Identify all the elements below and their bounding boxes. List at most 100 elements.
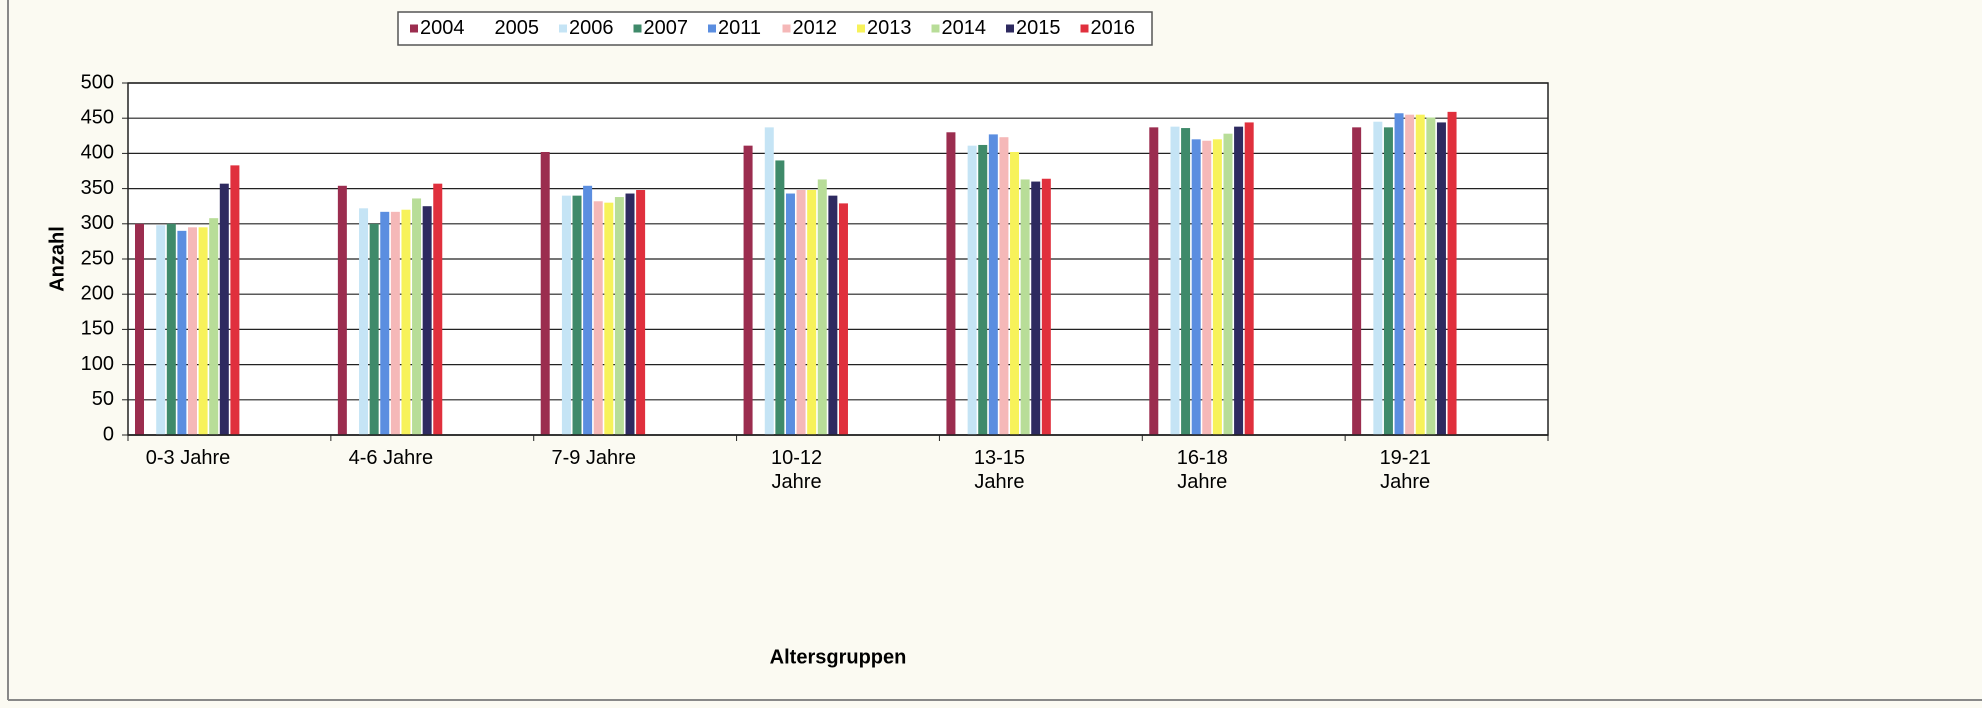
bar (1352, 127, 1362, 436)
bar (807, 190, 817, 435)
legend-label: 2005 (495, 17, 540, 39)
bar (775, 160, 785, 435)
y-tick-label: 350 (81, 177, 114, 199)
bar (380, 211, 390, 435)
bar (593, 201, 603, 435)
bar (1212, 139, 1222, 435)
bar (967, 145, 977, 435)
bar (1223, 133, 1233, 436)
legend-swatch (857, 24, 865, 33)
bar (561, 195, 571, 435)
bar (412, 198, 422, 435)
bar (625, 193, 635, 435)
x-tick-label: 4-6 Jahre (348, 447, 434, 469)
bar (1170, 126, 1180, 435)
bar (540, 151, 550, 435)
legend-label: 2016 (1091, 17, 1136, 39)
bar (422, 206, 432, 435)
y-tick-label: 250 (81, 247, 114, 269)
legend-label: 2015 (1016, 17, 1061, 39)
bar (817, 179, 827, 435)
bar (1394, 113, 1404, 435)
bar (796, 190, 806, 435)
legend-label: 2007 (644, 17, 689, 39)
bar (188, 227, 197, 435)
legend-label: 2013 (867, 17, 912, 39)
x-tick-label: 7-9 Jahre (551, 447, 636, 469)
y-tick-label: 500 (81, 71, 114, 93)
bar (135, 223, 144, 435)
bar (219, 183, 229, 435)
y-axis-title: Anzahl (46, 226, 68, 292)
x-axis-title: Altersgruppen (770, 646, 907, 668)
y-tick-label: 100 (81, 353, 114, 375)
legend-label: 2004 (420, 17, 465, 39)
bar (1010, 151, 1020, 435)
bar (1426, 117, 1436, 435)
legend-label: 2011 (718, 17, 761, 39)
x-tick-label: 10-12 Jahre (770, 447, 823, 493)
legend-swatch (633, 24, 642, 33)
y-tick-label: 0 (103, 423, 114, 445)
bar (1373, 121, 1383, 435)
bar (614, 197, 624, 435)
y-tick-label: 150 (81, 318, 114, 340)
x-tick-label: 0-3 Jahre (145, 447, 231, 469)
legend-swatch (559, 24, 567, 33)
y-tick-label: 50 (92, 388, 114, 410)
bar (999, 137, 1009, 435)
bar (401, 209, 411, 435)
bar (838, 203, 848, 435)
bar (230, 165, 240, 436)
bar (198, 227, 208, 435)
bar (1415, 114, 1425, 436)
x-tick-label: 16-18 Jahre (1176, 447, 1228, 493)
bar (604, 202, 614, 435)
bar (369, 223, 379, 435)
bar (1202, 140, 1212, 435)
legend-swatch (484, 24, 493, 33)
bar (156, 225, 166, 435)
bar (390, 211, 400, 435)
bar (1149, 127, 1159, 436)
bar (1234, 126, 1244, 435)
legend-swatch (1006, 24, 1014, 33)
bar (1244, 122, 1254, 435)
bar (177, 230, 187, 435)
bar (1041, 178, 1051, 435)
bar (337, 185, 347, 435)
x-tick-label: 13-15 Jahre (973, 447, 1025, 493)
x-tick-label: 19-21 Jahre (1379, 447, 1431, 493)
bar (433, 183, 443, 435)
legend-box (397, 11, 1153, 46)
bar (1181, 128, 1191, 435)
y-tick-label: 200 (81, 282, 114, 304)
bar (978, 144, 988, 435)
bar (1383, 127, 1393, 436)
legend-swatch (931, 24, 940, 33)
bar (1020, 179, 1030, 435)
bar (1436, 122, 1446, 435)
y-tick-label: 450 (81, 106, 114, 128)
y-tick-label: 300 (81, 212, 114, 234)
bar (743, 145, 753, 435)
bar (636, 190, 646, 435)
y-tick-label: 400 (81, 142, 114, 164)
bar (828, 195, 838, 435)
bar (166, 223, 176, 435)
bar (764, 127, 774, 436)
bar (1447, 111, 1457, 435)
bar (946, 132, 956, 435)
bar (785, 193, 795, 435)
legend-swatch (708, 24, 716, 33)
bar (359, 208, 369, 435)
legend-swatch (1080, 24, 1089, 33)
legend-swatch (410, 24, 418, 33)
bar (1191, 139, 1201, 435)
bar (988, 134, 998, 435)
bar (1031, 181, 1041, 435)
bar (1405, 114, 1415, 436)
bar (209, 218, 219, 435)
